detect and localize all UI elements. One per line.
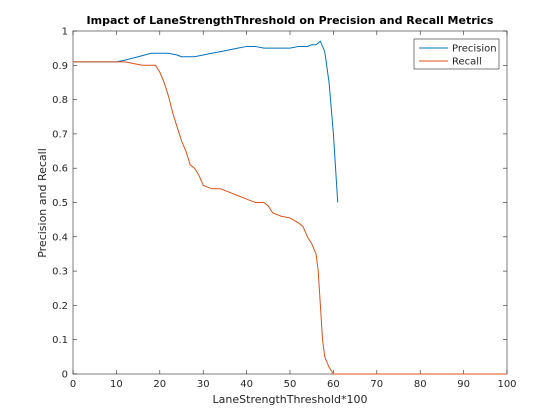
legend-label-recall: Recall [452,57,482,68]
legend-box [413,38,500,70]
x-tick-label: 80 [414,379,427,390]
x-tick-label: 10 [110,379,123,390]
y-tick-label: 0.3 [52,267,68,278]
x-tick-label: 0 [70,379,76,390]
x-tick-label: 60 [327,379,340,390]
series-line-recall [73,61,507,375]
y-axis-label: Precision and Recall [36,148,49,258]
y-tick-label: 0.1 [52,335,68,346]
y-tick-label: 1 [62,27,68,38]
y-tick-label: 0.4 [52,232,68,243]
x-tick-label: 30 [197,379,210,390]
y-tick-label: 0.8 [52,95,68,106]
y-tick-label: 0.6 [52,164,68,175]
x-tick-label: 90 [457,379,470,390]
x-tick-label: 100 [497,379,516,390]
y-tick-label: 0.9 [52,61,68,72]
axes-box [72,30,508,375]
legend-label-precision: Precision [452,44,497,55]
x-tick-label: 70 [370,379,383,390]
y-tick-label: 0.5 [52,198,68,209]
chart-title: Impact of LaneStrengthThreshold on Preci… [87,14,494,27]
y-tick-label: 0 [62,370,68,381]
plot-area: 0 10 20 30 40 50 60 70 80 90 100 0 0.1 0.2 0.3 0.4 0.5 0.… [52,27,516,391]
x-tick-label: 20 [153,379,166,390]
y-tick-label: 0.2 [52,301,68,312]
series-line-precision [73,40,339,203]
x-axis-label: LaneStrengthThreshold*100 [213,393,368,406]
legend: Precision Recall [413,38,500,70]
x-tick-label: 40 [240,379,253,390]
y-tick-label: 0.7 [52,129,68,140]
x-tick-label: 50 [284,379,297,390]
